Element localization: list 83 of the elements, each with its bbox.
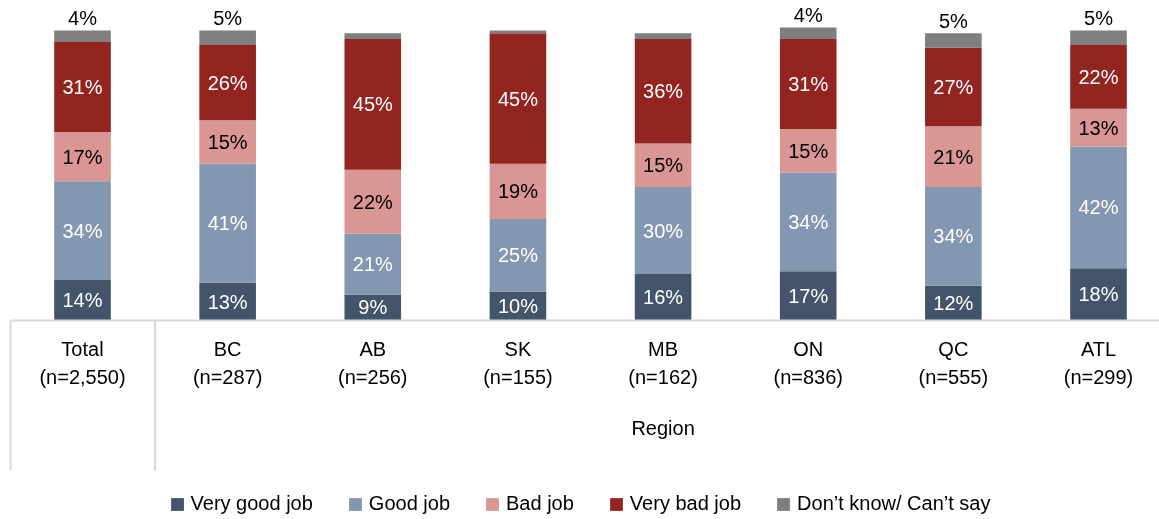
bar: [925, 126, 982, 188]
data-label: 5%: [938, 10, 969, 33]
data-label: 34%: [62, 219, 103, 242]
bar: [779, 27, 837, 40]
data-label: 25%: [497, 244, 539, 267]
bar: [1070, 268, 1127, 321]
bar: [925, 47, 982, 127]
data-label: 31%: [62, 75, 103, 98]
bar: [54, 131, 111, 182]
data-label: 13%: [1078, 116, 1119, 139]
bar: [344, 39, 402, 170]
x-tick-label: SK (n=155): [483, 337, 553, 389]
x-tick-label: QC (n=555): [918, 337, 989, 389]
data-label: 34%: [933, 225, 974, 248]
data-label: 5%: [213, 7, 243, 30]
data-label: 18%: [1078, 283, 1119, 306]
legend-label: Don’t know/ Can’t say: [797, 492, 991, 515]
bar: [199, 163, 256, 283]
bar: [489, 30, 547, 34]
bar: [54, 30, 111, 42]
bar: [489, 33, 547, 164]
data-label: 13%: [207, 290, 248, 313]
bar: [1070, 146, 1127, 269]
x-tick-label: ON (n=836): [773, 337, 843, 389]
data-label: 15%: [207, 131, 248, 154]
data-label: 27%: [933, 75, 974, 98]
data-label: 14%: [62, 289, 103, 312]
data-label: 10%: [497, 295, 539, 317]
data-label: 31%: [788, 73, 829, 96]
bar: [634, 33, 692, 40]
data-label: 9%: [358, 296, 388, 319]
bar: [344, 233, 402, 295]
data-label: 17%: [788, 284, 829, 307]
bar: [344, 169, 402, 234]
bar: [925, 187, 982, 286]
bar: [1070, 44, 1127, 109]
bar: [779, 39, 837, 130]
data-label: 16%: [643, 286, 684, 309]
bar: [344, 33, 402, 40]
x-tick-label: Total (n=2,550): [39, 337, 126, 389]
data-label: 41%: [207, 212, 248, 235]
bar: [489, 218, 547, 292]
data-label: 22%: [352, 190, 394, 213]
data-label: 22%: [1078, 65, 1119, 88]
data-label: 15%: [643, 154, 684, 177]
bar: [779, 172, 837, 272]
legend-label: Bad job: [506, 492, 574, 515]
bar: [634, 39, 692, 144]
data-label: 4%: [68, 7, 98, 30]
data-label: 45%: [352, 93, 394, 116]
data-label: 19%: [497, 180, 539, 203]
data-label: 12%: [933, 292, 974, 315]
x-tick-label: BC (n=287): [192, 337, 263, 389]
data-label: 21%: [352, 252, 394, 275]
x-tick-label: AB (n=256): [338, 337, 408, 389]
data-label: 42%: [1078, 196, 1119, 219]
bar: [489, 163, 547, 219]
legend-label: Good job: [368, 492, 451, 515]
legend-label: Very bad job: [629, 492, 742, 515]
data-label: 17%: [62, 145, 103, 168]
bar: [779, 129, 837, 173]
x-tick-label: MB (n=162): [628, 337, 698, 389]
text: Region: [631, 416, 695, 439]
bar: [779, 271, 837, 321]
data-label: 15%: [788, 139, 829, 162]
bar: [54, 42, 111, 132]
bar: [199, 30, 256, 45]
data-label: 34%: [788, 210, 829, 233]
bar: [634, 187, 692, 275]
x-tick-label: ATL (n=299): [1063, 337, 1134, 389]
data-label: 30%: [643, 219, 684, 242]
legend-label: Very good job: [190, 492, 313, 515]
data-label: 4%: [793, 4, 823, 27]
bar: [925, 33, 982, 48]
bar: [1070, 30, 1127, 45]
bar: [199, 120, 256, 164]
bar: [199, 44, 256, 121]
data-label: 45%: [497, 87, 539, 110]
data-label: 36%: [643, 80, 684, 103]
data-label: 21%: [933, 145, 974, 168]
data-label: 5%: [1084, 7, 1114, 30]
bar: [54, 181, 111, 280]
data-label: 26%: [207, 71, 248, 94]
